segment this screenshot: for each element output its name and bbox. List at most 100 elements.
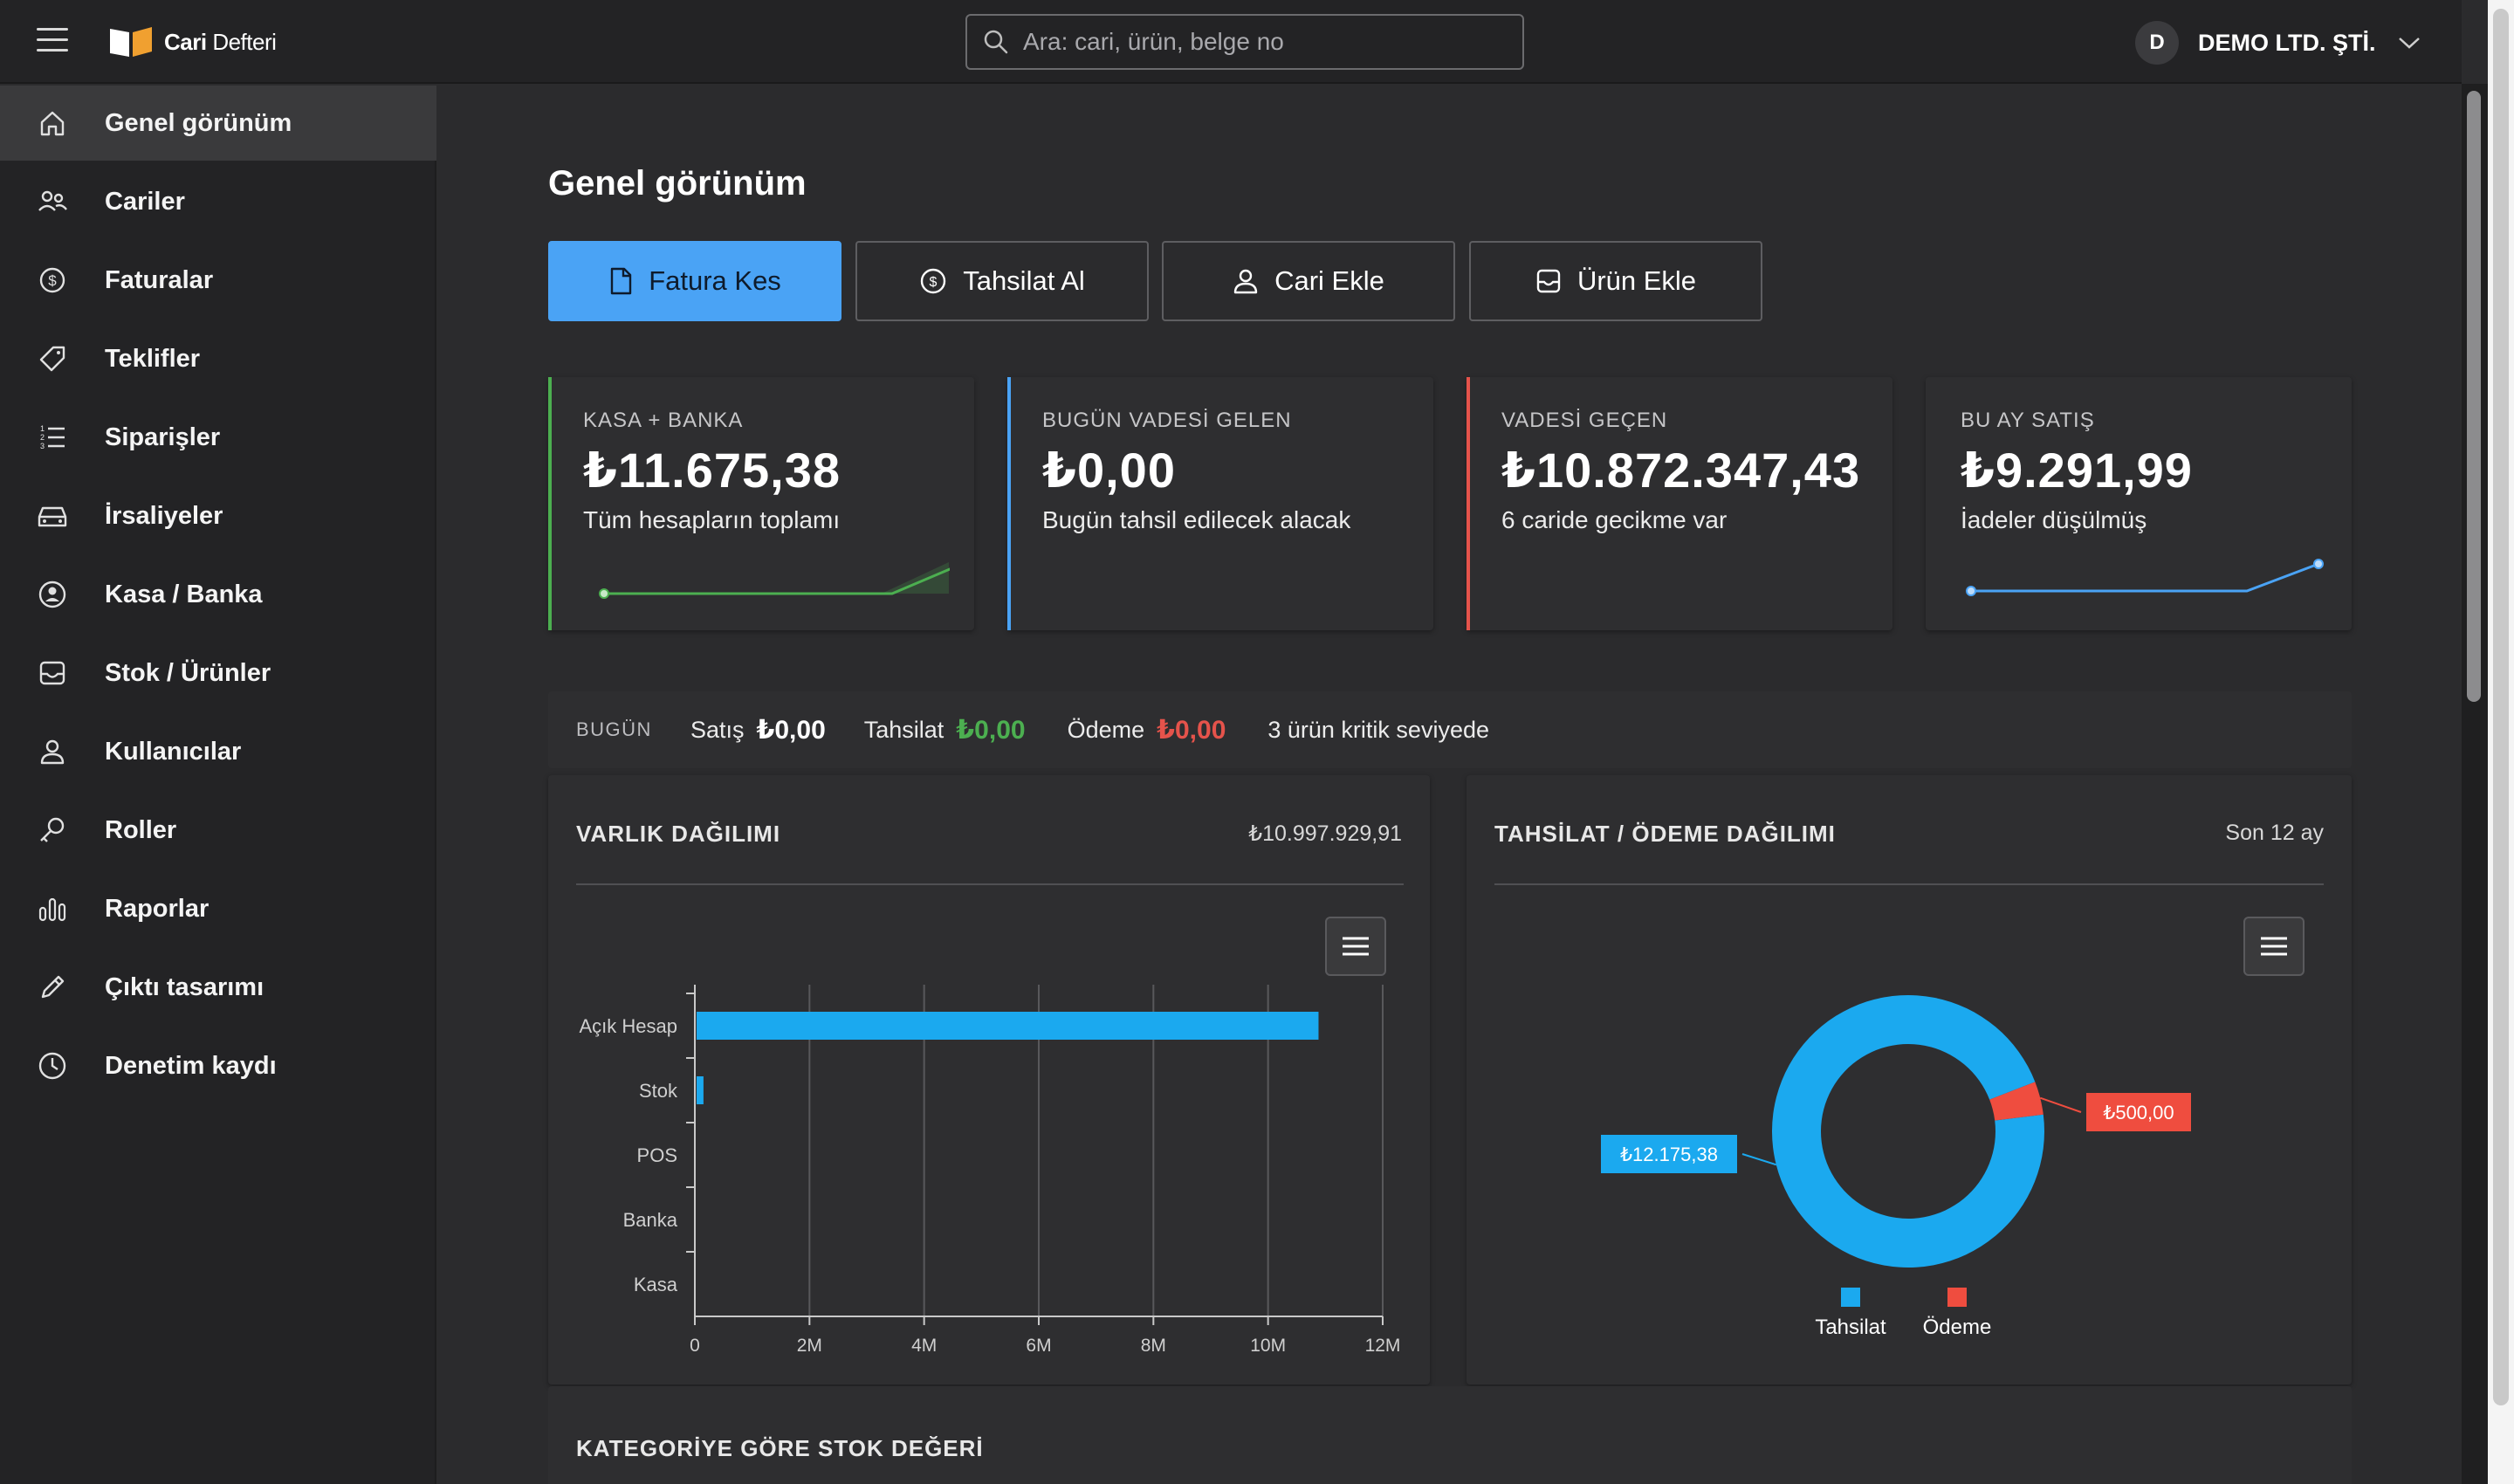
- period-label[interactable]: Son 12 ay: [2225, 821, 2324, 845]
- sidebar-item-label: Stok / Ürünler: [105, 658, 271, 687]
- sidebar-item-cikti-tasarimi[interactable]: Çıktı tasarımı: [0, 950, 436, 1025]
- data-label-box: [1601, 1135, 1737, 1173]
- sidebar: Genel görünüm Cariler $ Faturalar Teklif…: [0, 86, 436, 1484]
- user-icon: [35, 734, 70, 769]
- stat-title: BUGÜN VADESİ GELEN: [1042, 409, 1292, 432]
- critical-stock-note[interactable]: 3 ürün kritik seviyede: [1267, 716, 1489, 743]
- sales-label: Satış: [690, 716, 745, 743]
- stat-accent-bar: [1466, 377, 1470, 630]
- stat-accent-bar: [1007, 377, 1011, 630]
- button-label: Fatura Kes: [649, 265, 781, 296]
- sidebar-item-genel-gorunum[interactable]: Genel görünüm: [0, 86, 436, 161]
- page-scrollbar-thumb[interactable]: [2467, 91, 2481, 702]
- panel-title: VARLIK DAĞILIMI: [576, 821, 781, 847]
- sidebar-item-label: Çıktı tasarımı: [105, 972, 264, 1001]
- bar-açık-hesap[interactable]: [697, 1012, 1319, 1040]
- sidebar-item-teklifler[interactable]: Teklifler: [0, 321, 436, 396]
- stat-card-bugun-vadesi-gelen[interactable]: BUGÜN VADESİ GELEN ₺0,00 Bugün tahsil ed…: [1007, 377, 1433, 630]
- stat-subtitle: 6 caride gecikme var: [1501, 506, 1728, 533]
- browser-scrollbar-thumb[interactable]: [2493, 9, 2509, 1405]
- legend-label-ödeme[interactable]: Ödeme: [1923, 1316, 1992, 1339]
- chart-menu-button[interactable]: [2243, 917, 2304, 976]
- sidebar-item-faturalar[interactable]: $ Faturalar: [0, 243, 436, 318]
- fatura-kes-button[interactable]: Fatura Kes: [548, 241, 841, 321]
- cari-ekle-button[interactable]: Cari Ekle: [1162, 241, 1455, 321]
- donut-slice-ödeme[interactable]: [1989, 1082, 2043, 1121]
- stat-value: ₺11.675,38: [583, 443, 841, 498]
- sidebar-item-kullanicilar[interactable]: Kullanıcılar: [0, 714, 436, 789]
- menu-icon: [1343, 937, 1369, 956]
- payment-label: Ödeme: [1067, 716, 1145, 743]
- stat-title: BU AY SATIŞ: [1961, 409, 2095, 432]
- sidebar-item-stok-urunler[interactable]: Stok / Ürünler: [0, 636, 436, 711]
- asset-total: ₺10.997.929,91: [1248, 821, 1402, 846]
- svg-text:2: 2: [40, 433, 45, 442]
- donut-slice-tahsilat[interactable]: [1772, 995, 2044, 1268]
- pencil-icon: [35, 970, 70, 1005]
- x-tick-label: 8M: [1141, 1336, 1166, 1356]
- company-name: DEMO LTD. ŞTİ.: [2198, 29, 2376, 56]
- divider: [1494, 883, 2324, 885]
- sidebar-item-label: Kasa / Banka: [105, 580, 263, 608]
- y-tick-label: Açık Hesap: [580, 1015, 678, 1037]
- sparkline-blue: [1966, 559, 2324, 596]
- stat-card-vadesi-gecen[interactable]: VADESİ GEÇEN ₺10.872.347,43 6 caride gec…: [1466, 377, 1892, 630]
- stat-title: KASA + BANKA: [583, 409, 744, 432]
- sidebar-item-label: Siparişler: [105, 423, 221, 451]
- stat-title: VADESİ GEÇEN: [1501, 409, 1668, 432]
- button-label: Tahsilat Al: [963, 265, 1085, 296]
- stat-subtitle: Bugün tahsil edilecek alacak: [1042, 506, 1351, 533]
- x-tick-label: 6M: [1026, 1336, 1051, 1356]
- stat-value: ₺9.291,99: [1961, 443, 2193, 498]
- stat-card-bu-ay-satis[interactable]: BU AY SATIŞ ₺9.291,99 İadeler düşülmüş: [1926, 377, 2352, 630]
- asset-bar-chart: 0 2M 4M 6M 8M 10M 12M Açık Hesap Stok POS Banka Kas…: [580, 985, 1401, 1356]
- svg-text:1: 1: [40, 424, 45, 433]
- payment-value: ₺0,00: [1157, 715, 1226, 745]
- data-label-ödeme: ₺500,00: [2103, 1102, 2174, 1123]
- legend-swatch-ödeme[interactable]: [1947, 1288, 1967, 1307]
- sidebar-item-roller[interactable]: Roller: [0, 793, 436, 868]
- tahsilat-al-button[interactable]: $ Tahsilat Al: [855, 241, 1149, 321]
- sidebar-item-label: İrsaliyeler: [105, 501, 223, 530]
- collection-payment-panel: TAHSİLAT / ÖDEME DAĞILIMI Son 12 ay ₺12.…: [1466, 775, 2352, 1384]
- stock-by-category-panel: KATEGORİYE GÖRE STOK DEĞERİ: [548, 1386, 2352, 1484]
- search-icon: [984, 30, 1008, 54]
- sidebar-item-irsaliyeler[interactable]: İrsaliyeler: [0, 478, 436, 553]
- sidebar-item-kasa-banka[interactable]: Kasa / Banka: [0, 557, 436, 632]
- sidebar-item-label: Teklifler: [105, 344, 201, 373]
- menu-icon: [2261, 937, 2287, 956]
- data-label-box: [2086, 1093, 2191, 1131]
- user-icon: [1233, 269, 1258, 294]
- data-label-tahsilat: ₺12.175,38: [1620, 1144, 1718, 1165]
- legend-swatch-tahsilat[interactable]: [1841, 1288, 1860, 1307]
- search-box[interactable]: [965, 14, 1524, 70]
- app-logo[interactable]: Cari Defteri: [108, 24, 277, 59]
- hamburger-menu-icon[interactable]: [37, 28, 68, 52]
- stat-subtitle: İadeler düşülmüş: [1961, 506, 2147, 533]
- key-icon: [35, 813, 70, 848]
- y-tick-label: Stok: [639, 1080, 678, 1102]
- company-switcher[interactable]: D DEMO LTD. ŞTİ.: [2135, 21, 2421, 65]
- x-tick-label: 10M: [1250, 1336, 1286, 1356]
- clock-icon: [35, 1048, 70, 1083]
- sidebar-item-raporlar[interactable]: Raporlar: [0, 871, 436, 946]
- inbox-icon: [35, 656, 70, 690]
- search-input[interactable]: [1023, 28, 1494, 56]
- bar-stok[interactable]: [697, 1076, 704, 1104]
- chart-menu-button[interactable]: [1325, 917, 1386, 976]
- y-tick-label: POS: [637, 1144, 677, 1166]
- urun-ekle-button[interactable]: Ürün Ekle: [1469, 241, 1762, 321]
- sidebar-item-cariler[interactable]: Cariler: [0, 164, 436, 239]
- bar-chart-icon: [35, 891, 70, 926]
- svg-text:$: $: [930, 275, 938, 290]
- sidebar-item-label: Denetim kaydı: [105, 1051, 277, 1080]
- sidebar-item-denetim-kaydi[interactable]: Denetim kaydı: [0, 1028, 436, 1103]
- x-tick-label: 12M: [1365, 1336, 1401, 1356]
- top-bar: Cari Defteri D DEMO LTD. ŞTİ.: [0, 0, 2462, 84]
- legend-label-tahsilat[interactable]: Tahsilat: [1815, 1316, 1886, 1339]
- stat-card-kasa-banka[interactable]: KASA + BANKA ₺11.675,38 Tüm hesapların t…: [548, 377, 974, 630]
- today-label: BUGÜN: [576, 718, 652, 740]
- inbox-icon: [1536, 269, 1561, 293]
- home-icon: [35, 106, 70, 141]
